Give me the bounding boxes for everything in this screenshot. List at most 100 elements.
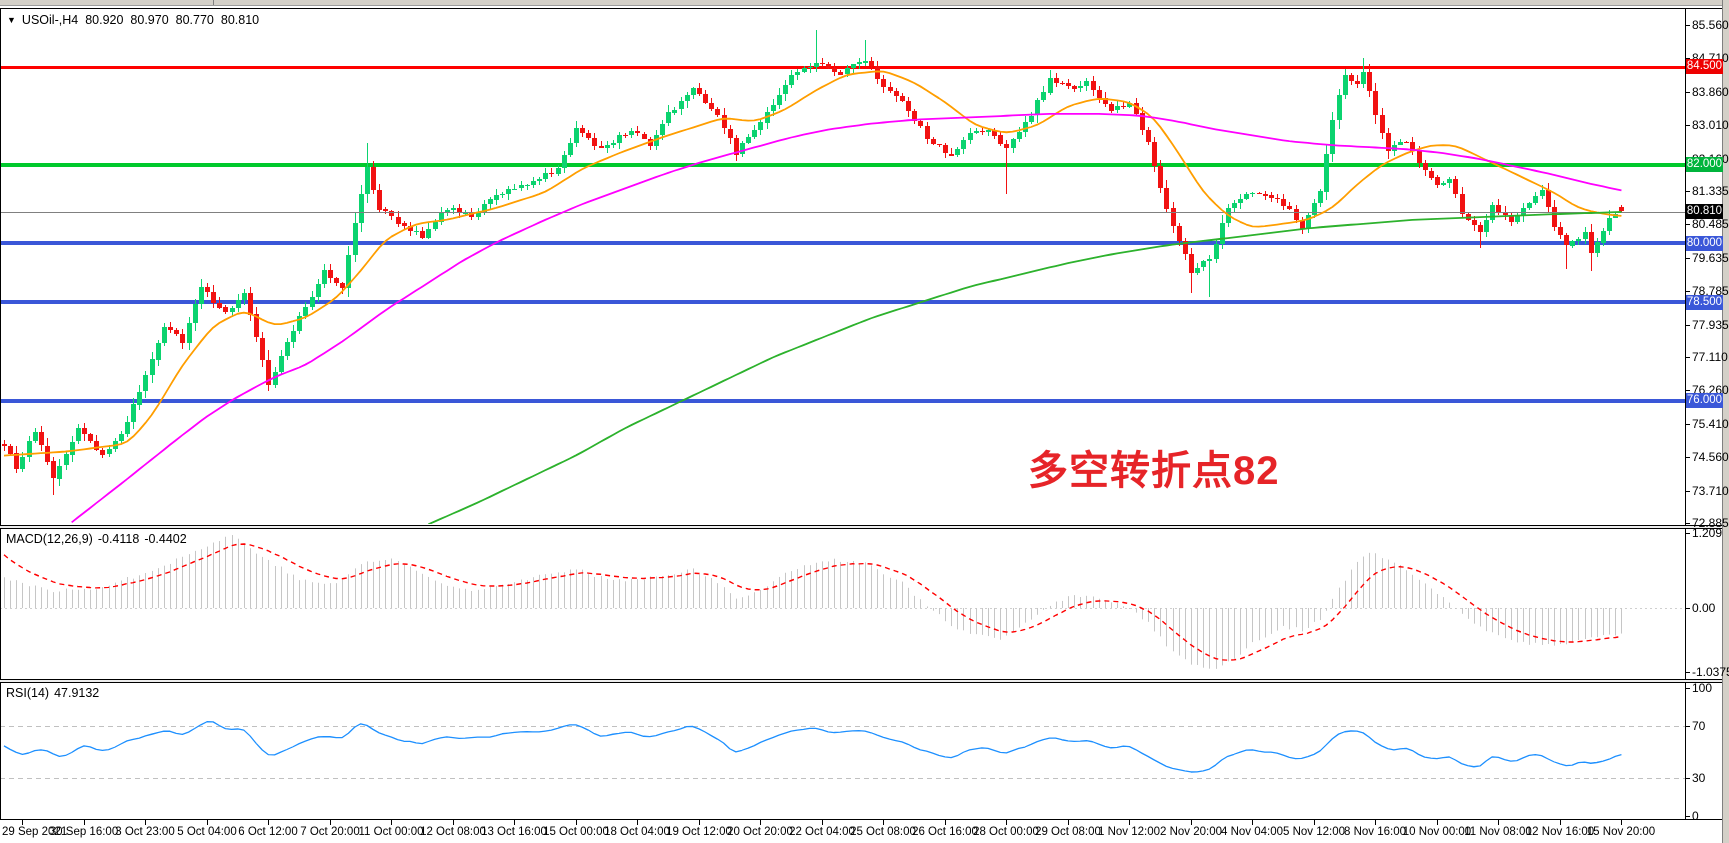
macd-signal-value: -0.4402: [144, 532, 187, 546]
time-axis-label: 13 Oct 16:00: [481, 826, 547, 838]
chart-border-bottom: [0, 819, 1722, 820]
time-axis-label: 12 Nov 16:00: [1525, 826, 1595, 838]
time-axis-label: 15 Nov 20:00: [1586, 826, 1656, 838]
time-axis-label: 12 Oct 08:00: [420, 826, 486, 838]
time-axis-label: 11 Oct 00:00: [358, 826, 424, 838]
time-axis-tick: [699, 820, 700, 825]
time-axis-label: 29 Oct 08:00: [1035, 826, 1101, 838]
price-axis-label: 77.110: [1686, 349, 1729, 365]
time-axis-tick: [22, 820, 23, 825]
chart-border-top: [0, 8, 1722, 9]
rsi-axis-label: 70: [1686, 718, 1729, 734]
symbol-ohlc-header: ▼ USOil-,H4 80.920 80.970 80.770 80.810: [7, 13, 259, 27]
collapse-icon[interactable]: ▼: [7, 15, 16, 25]
price-axis-label: 72.885: [1686, 515, 1729, 531]
window-right-edge: [1722, 0, 1729, 843]
price-axis-label: 75.410: [1686, 416, 1729, 432]
time-axis-label: 15 Oct 00:00: [543, 826, 609, 838]
price-level-badge: 76.000: [1686, 393, 1723, 408]
price-level-badge: 78.500: [1686, 295, 1723, 310]
time-axis-label: 22 Oct 04:00: [789, 826, 855, 838]
time-axis-label: 4 Nov 04:00: [1220, 826, 1284, 838]
ohlc-close: 80.810: [220, 13, 260, 27]
chart-border-right: [1685, 8, 1686, 820]
time-axis-tick: [822, 820, 823, 825]
toolbar-divider: [213, 0, 214, 5]
ohlc-open: 80.920: [85, 13, 124, 27]
time-axis-tick: [1129, 820, 1130, 825]
toolbar-bottom-edge: [0, 0, 1729, 6]
ohlc-high: 80.970: [130, 13, 169, 27]
time-axis-label: 5 Nov 12:00: [1282, 826, 1346, 838]
time-axis-tick: [945, 820, 946, 825]
price-axis-label: 73.710: [1686, 483, 1729, 499]
time-axis-label: 1 Nov 12:00: [1097, 826, 1161, 838]
rsi-panel-separator[interactable]: [0, 682, 1722, 683]
time-axis-tick: [391, 820, 392, 825]
macd-panel-separator[interactable]: [0, 525, 1722, 526]
time-axis-tick: [1314, 820, 1315, 825]
macd-axis-label: 1.209: [1686, 525, 1729, 541]
time-axis-label: 30 Sep 16:00: [49, 826, 119, 838]
price-axis-label: 80.485: [1686, 216, 1729, 232]
price-axis-label: 78.785: [1686, 283, 1729, 299]
macd-name-label: MACD(12,26,9): [6, 532, 93, 546]
price-level-badge: 82.000: [1686, 157, 1723, 172]
price-axis-label: 74.560: [1686, 449, 1729, 465]
macd-axis-label: 0.00: [1686, 600, 1729, 616]
chart-border-left: [0, 8, 1, 820]
rsi-axis-label: 100: [1686, 680, 1729, 696]
ohlc-low: 80.770: [175, 13, 214, 27]
time-axis-tick: [84, 820, 85, 825]
chart-text-annotation[interactable]: 多空转折点82: [1028, 449, 1280, 493]
time-axis-label: 28 Oct 00:00: [973, 826, 1039, 838]
macd-panel-separator-grip[interactable]: [0, 526, 1722, 528]
time-axis-label: 5 Oct 04:00: [177, 826, 237, 838]
rsi-panel-separator-grip[interactable]: [0, 680, 1722, 682]
rsi-axis-label: 30: [1686, 770, 1729, 786]
time-axis-tick: [1375, 820, 1376, 825]
time-axis-label: 25 Oct 08:00: [850, 826, 916, 838]
macd-panel-canvas[interactable]: [0, 529, 1685, 679]
time-axis-tick: [1498, 820, 1499, 825]
time-axis-label: 10 Nov 00:00: [1402, 826, 1472, 838]
time-axis-tick: [207, 820, 208, 825]
rsi-name-label: RSI(14): [6, 686, 50, 700]
rsi-header: RSI(14) 47.9132: [6, 686, 99, 700]
time-axis-tick: [1621, 820, 1622, 825]
time-axis-tick: [268, 820, 269, 825]
time-axis-tick: [453, 820, 454, 825]
time-axis-tick: [1191, 820, 1192, 825]
macd-header: MACD(12,26,9) -0.4118 -0.4402: [6, 532, 187, 546]
current-price-badge: 80.810: [1686, 204, 1723, 219]
rsi-panel-canvas[interactable]: [0, 683, 1685, 819]
price-axis-label: 85.560: [1686, 17, 1729, 33]
time-axis-tick: [330, 820, 331, 825]
macd-panel-separator[interactable]: [0, 528, 1722, 529]
time-axis-tick: [1437, 820, 1438, 825]
symbol-period-label: USOil-,H4: [21, 13, 79, 27]
time-axis-label: 18 Oct 04:00: [604, 826, 670, 838]
time-axis-label: 19 Oct 12:00: [666, 826, 732, 838]
price-axis-label: 79.635: [1686, 250, 1729, 266]
time-axis-tick: [1252, 820, 1253, 825]
time-axis-label: 29 Sep 2021: [2, 826, 68, 838]
time-axis-label: 20 Oct 20:00: [727, 826, 793, 838]
time-axis-tick: [514, 820, 515, 825]
time-axis-tick: [637, 820, 638, 825]
time-axis-tick: [1006, 820, 1007, 825]
time-axis-label: 11 Nov 08:00: [1464, 826, 1532, 838]
time-axis-tick: [576, 820, 577, 825]
main-chart-canvas[interactable]: [0, 9, 1685, 524]
time-axis-label: 2 Nov 20:00: [1159, 826, 1223, 838]
time-axis-tick: [1068, 820, 1069, 825]
price-axis-label: 83.010: [1686, 117, 1729, 133]
price-level-badge: 80.000: [1686, 236, 1723, 251]
time-axis-tick: [145, 820, 146, 825]
time-axis-label: 7 Oct 20:00: [300, 826, 360, 838]
time-axis-label: 6 Oct 12:00: [238, 826, 298, 838]
time-axis-label: 3 Oct 23:00: [115, 826, 175, 838]
rsi-panel-separator[interactable]: [0, 679, 1722, 680]
rsi-value: 47.9132: [54, 686, 100, 700]
